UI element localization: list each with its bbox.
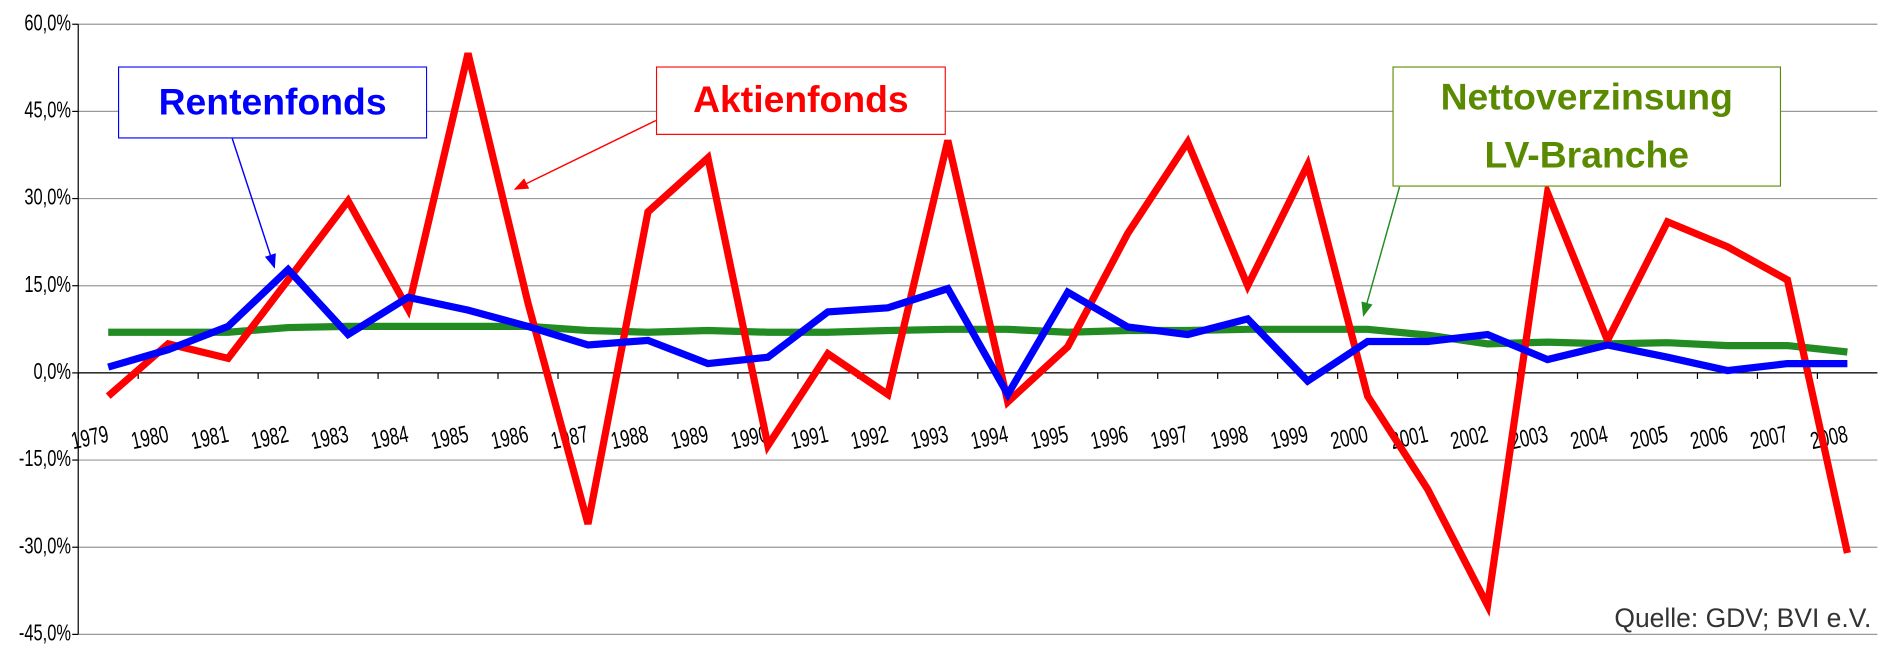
source: Quelle: GDV; BVI e.V. bbox=[1614, 603, 1871, 633]
x-tick-label: 1996 bbox=[1088, 421, 1130, 455]
y-tick-label: -45,0% bbox=[19, 621, 71, 646]
x-tick-label: 2006 bbox=[1688, 421, 1730, 455]
x-tick-label: 1981 bbox=[189, 421, 231, 455]
series-label: Rentenfonds bbox=[117, 66, 428, 139]
series-line bbox=[107, 264, 1848, 402]
arrow bbox=[1361, 186, 1401, 317]
x-tick-label: 1988 bbox=[609, 421, 651, 455]
x-tick-label: 1997 bbox=[1148, 421, 1190, 455]
x-tick-label: 1999 bbox=[1268, 421, 1310, 455]
x-tick-label: 1991 bbox=[788, 421, 830, 455]
x-tick-label: 2007 bbox=[1748, 421, 1790, 455]
series-label: Aktienfonds bbox=[655, 66, 946, 135]
x-tick-label: 2005 bbox=[1628, 421, 1670, 455]
y-tick-label: -30,0% bbox=[19, 534, 71, 559]
x-tick-label: 2000 bbox=[1328, 421, 1370, 455]
series-line bbox=[108, 322, 1848, 356]
y-tick-label: -15,0% bbox=[19, 447, 71, 472]
annotation: Rentenfonds bbox=[117, 66, 428, 139]
x-tick-label: 2008 bbox=[1808, 421, 1850, 455]
x-tick-label: 1979 bbox=[69, 421, 111, 455]
y-tick-label: 0,0% bbox=[34, 359, 71, 384]
x-tick-label: 1994 bbox=[968, 421, 1010, 455]
x-tick-label: 1986 bbox=[489, 421, 531, 455]
arrow bbox=[513, 119, 657, 190]
x-tick-label: 2004 bbox=[1568, 421, 1610, 455]
series-line bbox=[105, 52, 1851, 617]
x-tick-label: 1998 bbox=[1208, 421, 1250, 455]
annotation: Aktienfonds bbox=[655, 66, 946, 135]
x-tick-label: 1980 bbox=[129, 421, 171, 455]
x-tick-label: 1983 bbox=[309, 421, 351, 455]
series-label: Nettoverzinsung LV-Branche bbox=[1392, 66, 1782, 187]
x-tick-label: 1992 bbox=[848, 421, 890, 455]
x-tick-label: 1995 bbox=[1028, 421, 1070, 455]
annotation: Nettoverzinsung LV-Branche bbox=[1392, 66, 1782, 187]
y-tick-label: 15,0% bbox=[24, 272, 71, 297]
x-tick-label: 1985 bbox=[429, 421, 471, 455]
y-tick-label: 30,0% bbox=[24, 185, 71, 210]
y-tick-label: 45,0% bbox=[24, 98, 71, 123]
arrow bbox=[231, 138, 276, 269]
x-tick-label: 1993 bbox=[908, 421, 950, 455]
x-tick-label: 1989 bbox=[669, 421, 711, 455]
y-tick-label: 60,0% bbox=[24, 11, 71, 36]
x-tick-label: 1982 bbox=[249, 421, 291, 455]
x-tick-label: 2002 bbox=[1448, 421, 1490, 455]
lines bbox=[105, 52, 1851, 617]
x-tick-label: 1984 bbox=[369, 421, 411, 455]
